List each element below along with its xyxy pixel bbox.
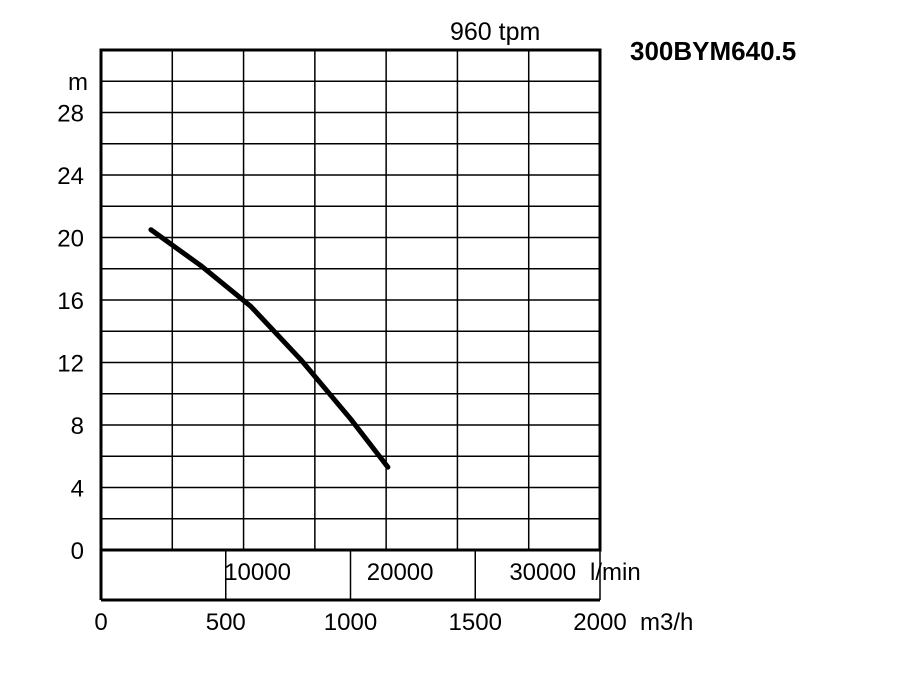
- y-tick-label: 20: [57, 226, 84, 253]
- lmin-unit-label: l/min: [590, 559, 641, 586]
- y-axis-unit: m: [68, 69, 88, 96]
- y-tick-label: 28: [57, 101, 84, 128]
- m3h-unit-label: m3/h: [640, 609, 693, 636]
- m3h-tick-label: 0: [94, 609, 107, 636]
- y-tick-label: 12: [57, 351, 84, 378]
- curve-group: [148, 227, 391, 470]
- speed-label: 960 tpm: [450, 18, 540, 46]
- plot-frame: [99, 48, 602, 552]
- lmin-tick-label: 30000: [509, 559, 576, 586]
- y-tick-label: 16: [57, 288, 84, 315]
- m3h-tick-labels: 0 500 1000 1500 2000: [94, 609, 626, 636]
- m3h-tick-label: 500: [206, 609, 246, 636]
- performance-curve: [148, 227, 391, 470]
- m3h-tick-label: 1500: [449, 609, 502, 636]
- m3h-tick-label: 1000: [324, 609, 377, 636]
- chart-title: 300BYM640.5: [630, 36, 796, 66]
- m3h-tick-label: 2000: [573, 609, 626, 636]
- y-tick-label: 4: [71, 476, 84, 503]
- y-tick-labels: 0 4 8 12 16 20 24 28: [57, 101, 84, 566]
- lmin-tick-label: 10000: [224, 559, 291, 586]
- y-tick-label: 24: [57, 163, 84, 190]
- y-tick-label: 8: [71, 413, 84, 440]
- grid: [101, 50, 601, 600]
- y-tick-label: 0: [71, 538, 84, 565]
- lmin-tick-label: 20000: [367, 559, 434, 586]
- lmin-tick-labels: 10000 20000 30000: [224, 559, 576, 586]
